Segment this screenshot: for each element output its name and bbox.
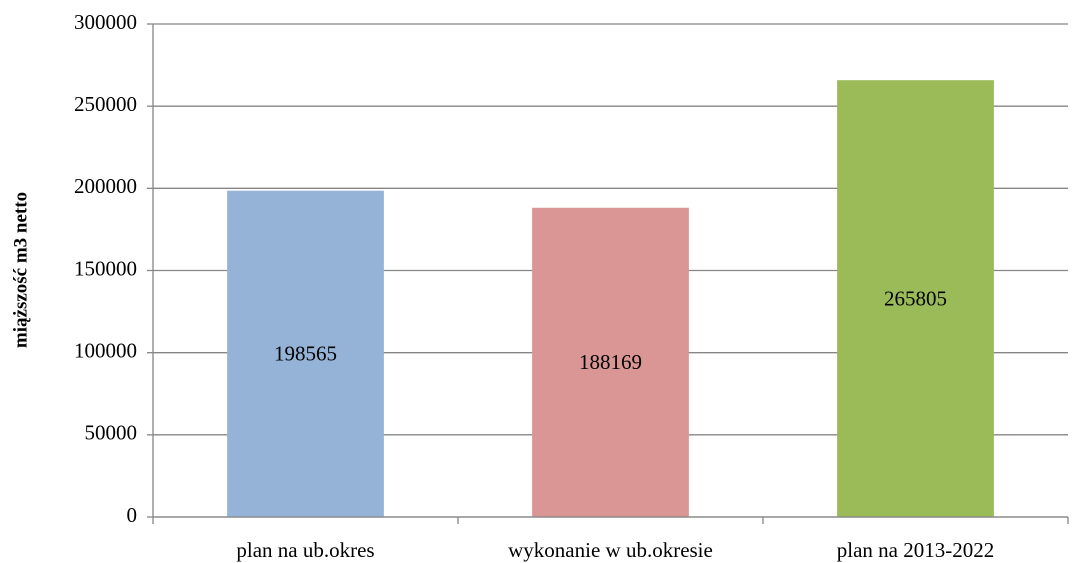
bar <box>837 80 994 517</box>
y-tick-label: 150000 <box>74 256 137 280</box>
data-label: 198565 <box>274 342 337 366</box>
x-tick-label: plan na 2013-2022 <box>837 538 994 562</box>
data-label: 188169 <box>579 350 642 374</box>
y-tick-label: 50000 <box>85 421 138 445</box>
y-tick-label: 200000 <box>74 174 137 198</box>
y-tick-label: 100000 <box>74 338 137 362</box>
bar <box>532 207 689 517</box>
data-label: 265805 <box>884 286 947 310</box>
y-tick-label: 0 <box>127 503 138 527</box>
y-tick-label: 250000 <box>74 92 137 116</box>
y-axis-label: miąższość m3 netto <box>10 192 31 348</box>
bar <box>227 190 384 517</box>
y-tick-label: 300000 <box>74 10 137 34</box>
x-tick-label: plan na ub.okres <box>236 538 374 562</box>
x-tick-label: wykonanie w ub.okresie <box>508 538 713 562</box>
